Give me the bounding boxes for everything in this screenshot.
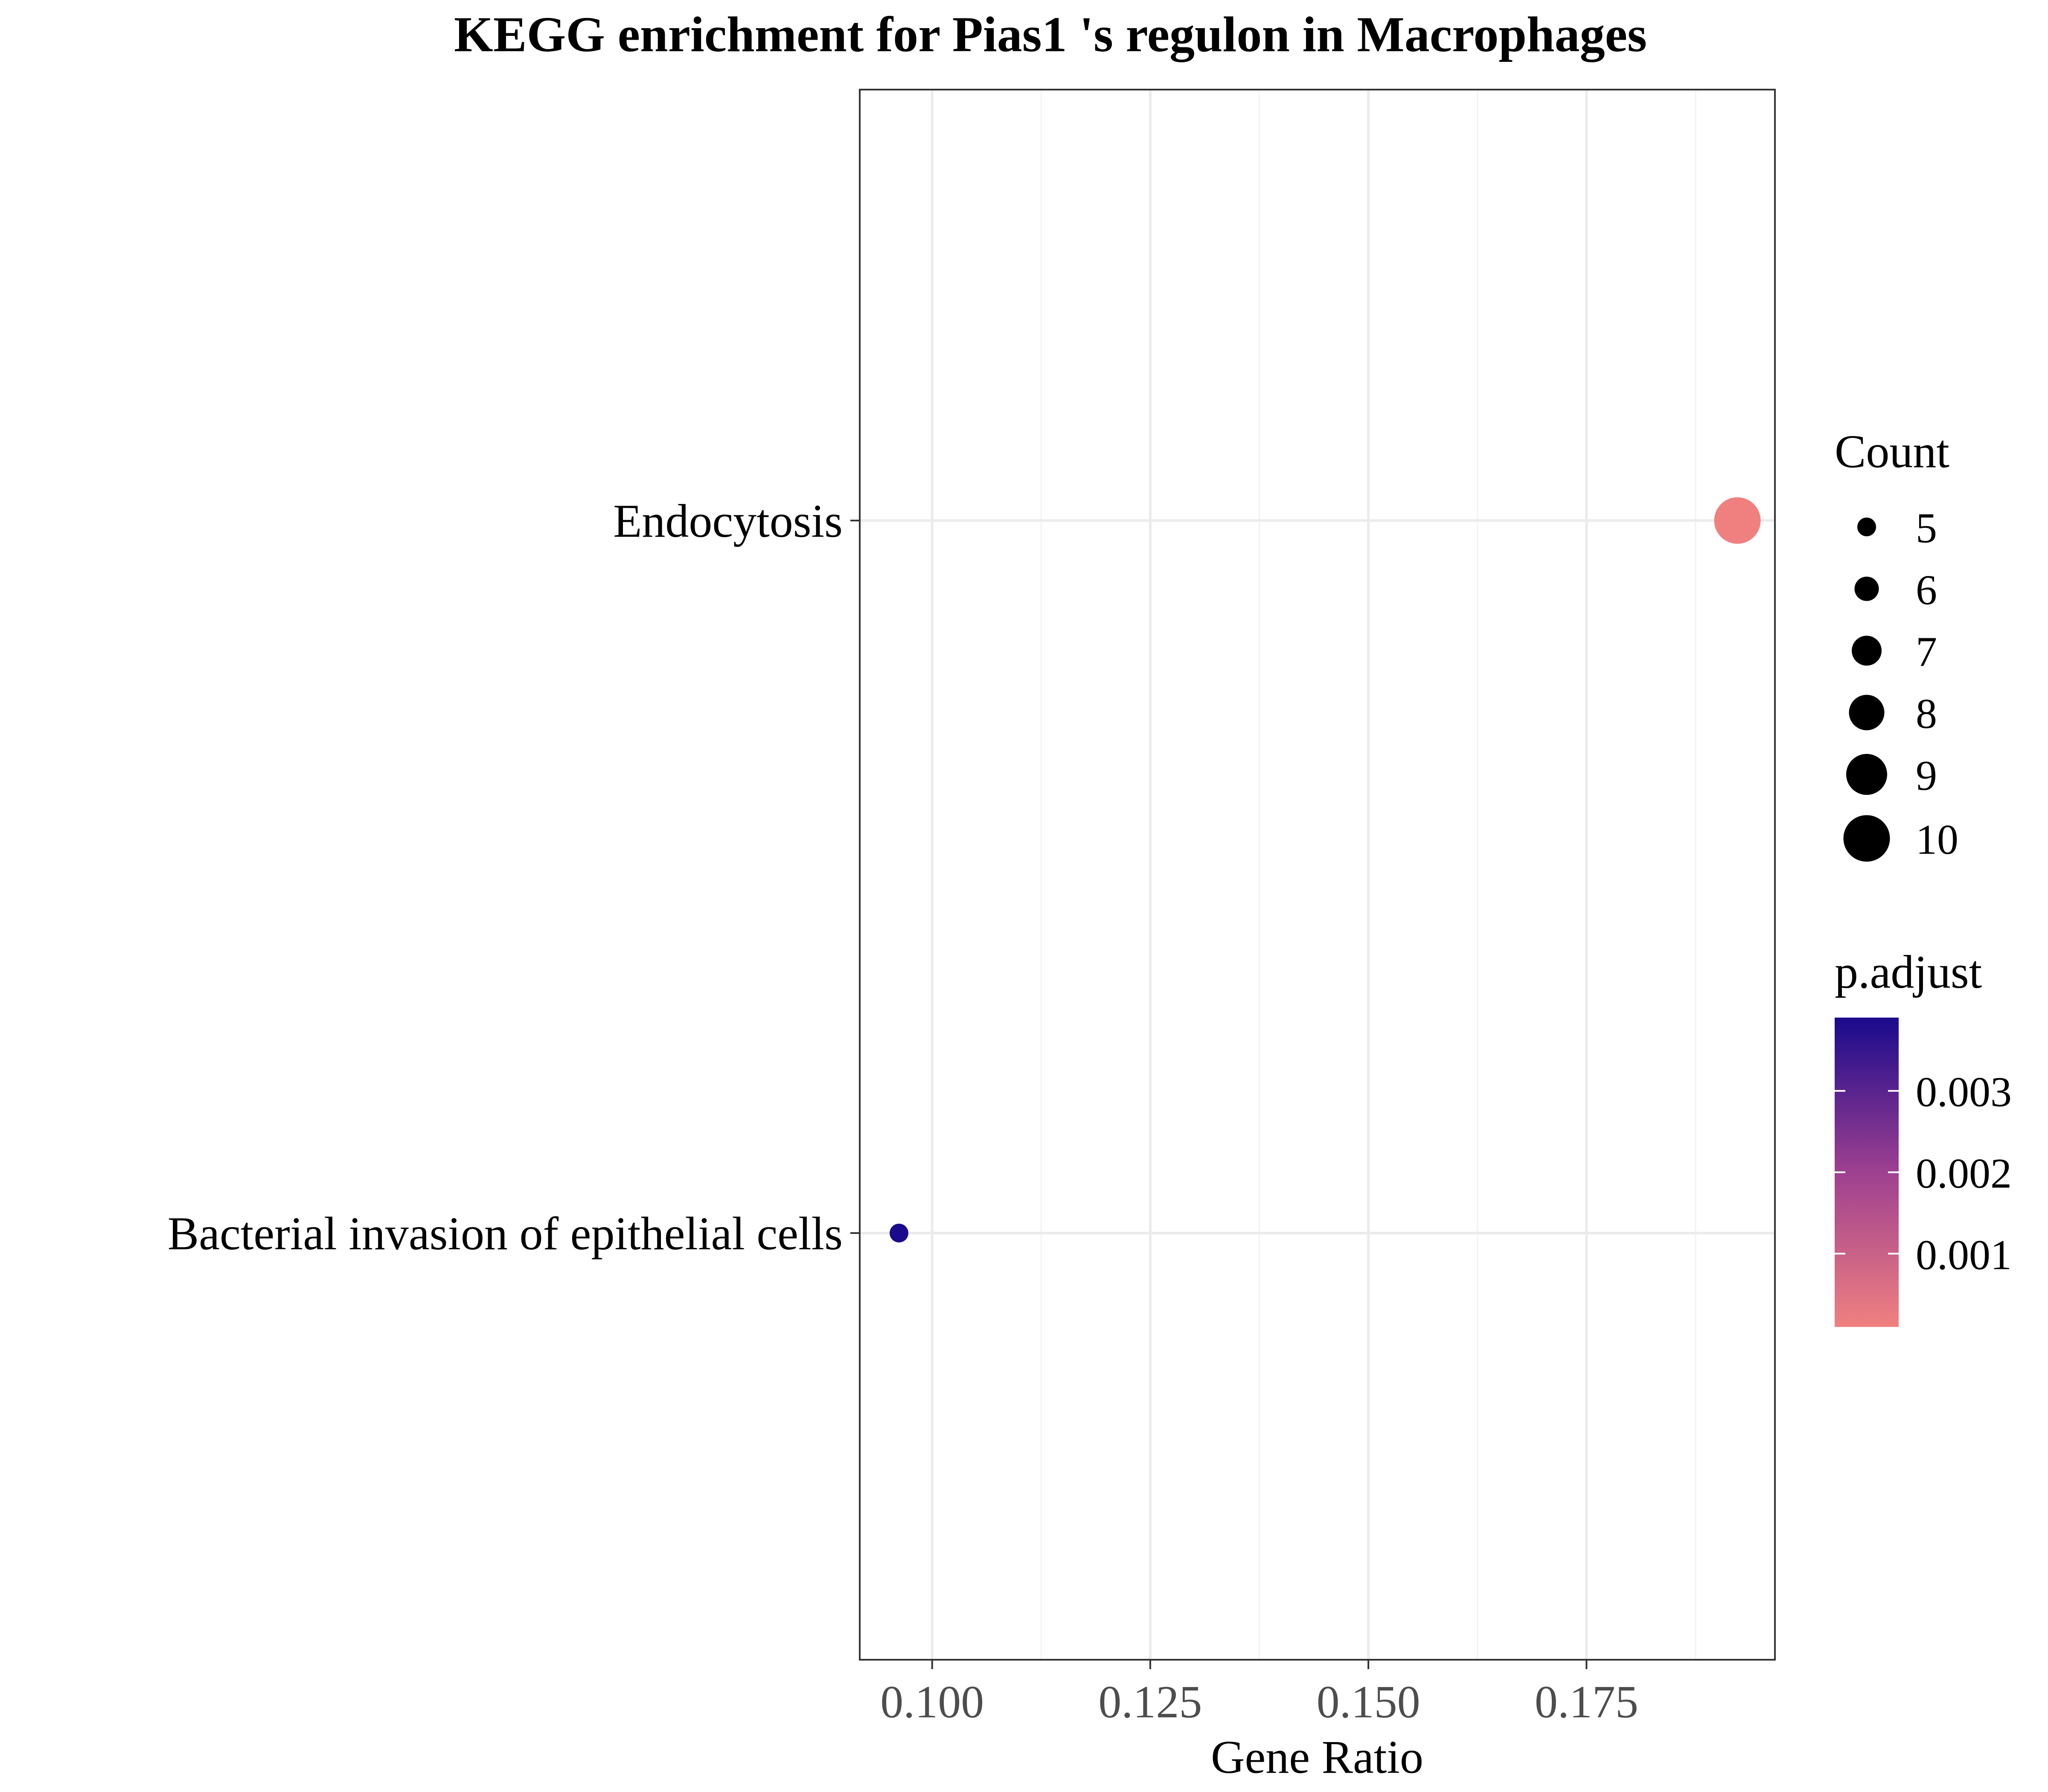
count-legend-label: 10 (1916, 816, 1958, 863)
count-legend-label: 7 (1916, 628, 1937, 675)
count-legend-key (1852, 636, 1882, 666)
grid (860, 90, 1775, 1660)
x-tick-label: 0.125 (1098, 1677, 1202, 1728)
count-legend-key (1849, 695, 1885, 730)
count-legend-key (1843, 815, 1890, 862)
data-point (1714, 497, 1761, 544)
count-legend-key (1846, 754, 1887, 795)
y-tick-label: Endocytosis (613, 495, 843, 547)
count-legend-key (1857, 518, 1876, 536)
padjust-legend-label: 0.003 (1916, 1068, 2012, 1116)
axis-ticks: 0.100 0.125 0.150 0.175 Endocytosis Bacterial… (168, 495, 1638, 1728)
padjust-legend-label: 0.002 (1916, 1150, 2012, 1197)
count-legend-label: 9 (1916, 752, 1937, 799)
x-axis-title: Gene Ratio (1211, 1731, 1423, 1783)
chart-title: KEGG enrichment for Pias1 's regulon in … (454, 6, 1647, 62)
data-points (890, 497, 1761, 1242)
count-legend-key (1854, 576, 1879, 601)
padjust-legend-label: 0.001 (1916, 1231, 2012, 1278)
x-tick-label: 0.150 (1317, 1677, 1420, 1728)
legend: Count p.adjust 5 6 7 8 9 10 0.003 0.002 0.001 (1835, 425, 2012, 1327)
y-tick-label: Bacterial invasion of epithelial cells (168, 1207, 843, 1260)
data-point (890, 1224, 909, 1242)
count-legend-label: 5 (1916, 504, 1937, 552)
plot-panel-border (859, 89, 1776, 1661)
padjust-legend-title: p.adjust (1835, 946, 1982, 998)
count-legend-label: 8 (1916, 690, 1937, 737)
x-tick-label: 0.175 (1535, 1677, 1638, 1728)
count-legend-title: Count (1835, 425, 1949, 477)
x-tick-label: 0.100 (880, 1677, 984, 1728)
count-legend-label: 6 (1916, 566, 1937, 614)
